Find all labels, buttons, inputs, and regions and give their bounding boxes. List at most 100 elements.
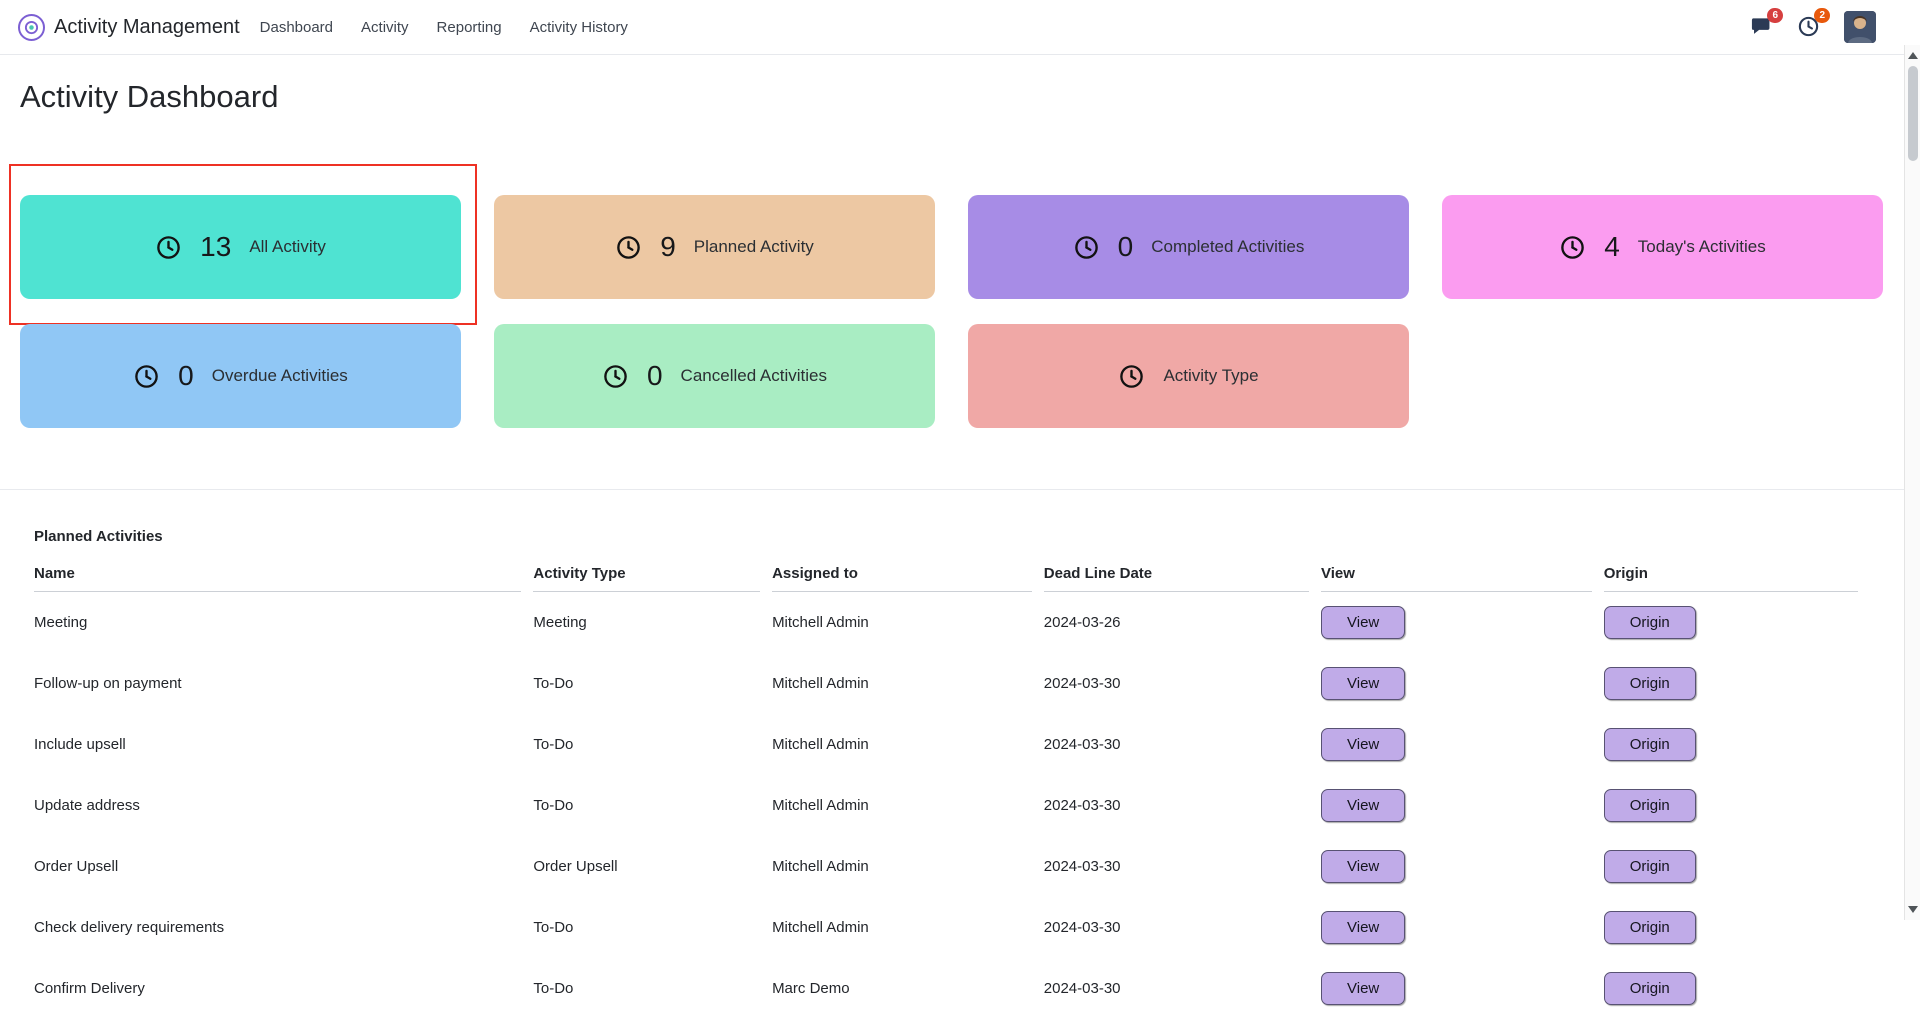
cell-view: View — [1321, 897, 1604, 958]
scroll-down-icon[interactable] — [1907, 906, 1918, 913]
clock-icon — [1073, 234, 1100, 261]
card-all-activity[interactable]: 13 All Activity — [9, 164, 477, 325]
cell-name: Follow-up on payment — [34, 675, 182, 692]
clock-icon — [1797, 16, 1820, 42]
cell-assigned-to: Mitchell Admin — [772, 858, 869, 875]
navbar-right: 6 2 — [1750, 8, 1900, 43]
view-button[interactable]: View — [1321, 911, 1406, 944]
main-menu: Dashboard Activity Reporting Activity Histo… — [260, 19, 628, 36]
card-count: 4 — [1604, 231, 1620, 262]
section-divider — [0, 489, 1920, 490]
table-row: Confirm Delivery To-Do Marc Demo 2024-03… — [34, 958, 1870, 1019]
origin-button[interactable]: Origin — [1603, 728, 1696, 761]
column-header-origin: Origin — [1603, 557, 1858, 592]
card-count: 9 — [660, 231, 676, 262]
card-label: Cancelled Activities — [680, 366, 828, 385]
card-overdue-activities[interactable]: 0 Overdue Activities — [20, 324, 461, 428]
menu-item-activity-history[interactable]: Activity History — [529, 18, 628, 36]
card-todays-activities[interactable]: 4 Today's Activities — [1442, 195, 1883, 299]
cell-assigned-to: Mitchell Admin — [772, 736, 869, 753]
chat-icon — [1750, 18, 1773, 42]
table-row: Include upsell To-Do Mitchell Admin 2024… — [34, 714, 1870, 775]
cell-name: Update address — [34, 797, 140, 814]
messages-button[interactable]: 6 — [1750, 8, 1783, 42]
cell-origin: Origin — [1603, 592, 1870, 653]
origin-button[interactable]: Origin — [1603, 911, 1696, 944]
app-brand[interactable]: Activity Management — [18, 13, 260, 41]
cell-activity-type: To-Do — [533, 675, 574, 692]
column-header-view: View — [1321, 557, 1592, 592]
vertical-scrollbar[interactable] — [1904, 45, 1920, 920]
view-button[interactable]: View — [1321, 789, 1406, 822]
cell-name: Order Upsell — [34, 858, 119, 875]
view-button[interactable]: View — [1321, 972, 1406, 1005]
cell-view: View — [1321, 836, 1604, 897]
cell-deadline-date: 2024-03-30 — [1043, 858, 1121, 875]
cell-origin: Origin — [1603, 653, 1870, 714]
card-label: Activity Type — [1163, 366, 1259, 385]
menu-item-dashboard[interactable]: Dashboard — [259, 18, 334, 36]
cell-activity-type: Meeting — [533, 614, 587, 631]
menu-item-reporting[interactable]: Reporting — [436, 18, 502, 36]
cell-origin: Origin — [1603, 958, 1870, 1019]
column-header-assigned-to: Assigned to — [772, 557, 1032, 592]
cell-deadline-date: 2024-03-30 — [1043, 919, 1121, 936]
cell-view: View — [1321, 714, 1604, 775]
card-count: 0 — [178, 360, 194, 391]
column-header-name: Name — [34, 557, 522, 592]
scrollbar-thumb[interactable] — [1907, 66, 1918, 161]
cell-view: View — [1321, 653, 1604, 714]
table-row: Check delivery requirements To-Do Mitche… — [34, 897, 1870, 958]
cell-name: Check delivery requirements — [34, 919, 225, 936]
section-title: Planned Activities — [34, 528, 163, 545]
card-count: 0 — [646, 360, 663, 391]
view-button[interactable]: View — [1321, 728, 1406, 761]
cell-activity-type: To-Do — [533, 919, 574, 936]
cell-view: View — [1321, 958, 1604, 1019]
clock-icon — [1118, 363, 1145, 390]
origin-button[interactable]: Origin — [1603, 789, 1696, 822]
cards-grid: 13 All Activity 9 Planned Activity 0 Com… — [9, 164, 1920, 428]
cell-name: Meeting — [34, 614, 88, 631]
clock-icon — [1559, 234, 1586, 261]
card-planned-activity[interactable]: 9 Planned Activity — [494, 195, 935, 299]
card-label: All Activity — [249, 237, 326, 256]
planned-activities-section: Planned Activities Name Activity Type Assi… — [0, 528, 1920, 1019]
table-header: Name Activity Type Assigned to Dead Line Da… — [34, 557, 1870, 592]
clock-icon — [615, 234, 642, 261]
clock-icon — [602, 363, 629, 390]
card-count: 0 — [1117, 231, 1134, 262]
menu-item-activity[interactable]: Activity — [361, 18, 409, 36]
scroll-up-icon[interactable] — [1907, 52, 1918, 59]
messages-badge: 6 — [1767, 8, 1783, 23]
origin-button[interactable]: Origin — [1603, 667, 1696, 700]
card-completed-activities[interactable]: 0 Completed Activities — [968, 195, 1409, 299]
clock-icon — [155, 234, 182, 261]
origin-button[interactable]: Origin — [1603, 850, 1696, 883]
view-button[interactable]: View — [1321, 667, 1406, 700]
card-count: 13 — [200, 231, 232, 262]
navbar: Activity Management Dashboard Activity Rep… — [0, 0, 1920, 55]
card-label: Today's Activities — [1637, 237, 1766, 256]
origin-button[interactable]: Origin — [1603, 972, 1696, 1005]
cell-activity-type: To-Do — [533, 736, 574, 753]
user-avatar[interactable] — [1844, 11, 1876, 43]
card-cancelled-activities[interactable]: 0 Cancelled Activities — [494, 324, 935, 428]
card-activity-type[interactable]: Activity Type — [968, 324, 1409, 428]
view-button[interactable]: View — [1321, 606, 1406, 639]
cell-origin: Origin — [1603, 836, 1870, 897]
card-label: Overdue Activities — [211, 366, 348, 385]
view-button[interactable]: View — [1321, 850, 1406, 883]
cell-deadline-date: 2024-03-30 — [1043, 797, 1121, 814]
origin-button[interactable]: Origin — [1603, 606, 1696, 639]
cell-origin: Origin — [1603, 775, 1870, 836]
table-row: Follow-up on payment To-Do Mitchell Admi… — [34, 653, 1870, 714]
table-row: Update address To-Do Mitchell Admin 2024… — [34, 775, 1870, 836]
cell-deadline-date: 2024-03-30 — [1043, 675, 1121, 692]
cell-origin: Origin — [1603, 897, 1870, 958]
app-logo-icon — [18, 13, 45, 41]
cell-origin: Origin — [1603, 714, 1870, 775]
activities-button[interactable]: 2 — [1797, 8, 1830, 42]
cell-assigned-to: Mitchell Admin — [772, 919, 869, 936]
column-header-dead-line-date: Dead Line Date — [1043, 557, 1310, 592]
